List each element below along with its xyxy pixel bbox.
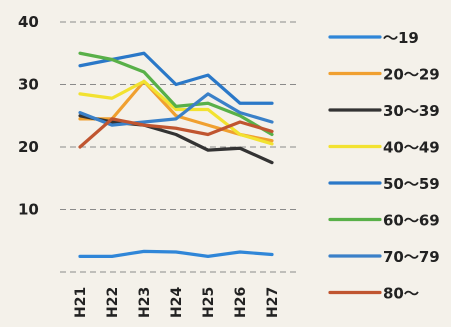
x-tick-label: H22 — [105, 287, 121, 318]
x-tick-label: H26 — [233, 287, 249, 318]
x-tick-label: H24 — [169, 287, 185, 318]
series-line — [78, 117, 274, 149]
legend-label: 80～ — [383, 285, 419, 303]
y-axis-ticks: 10 20 30 40 — [18, 13, 39, 219]
x-tick-label: H25 — [201, 287, 217, 318]
legend-label: 60～69 — [383, 212, 440, 230]
y-tick-label: 30 — [18, 76, 39, 94]
y-tick-label: 40 — [18, 13, 39, 31]
series-line — [78, 92, 274, 127]
gridlines — [60, 21, 300, 273]
x-tick-label: H23 — [137, 287, 153, 318]
legend-label: 20～29 — [383, 66, 440, 84]
series-line — [78, 79, 274, 146]
legend-label: 50～59 — [383, 175, 440, 193]
series-line — [78, 51, 274, 137]
series-line — [78, 51, 274, 105]
x-tick-label: H21 — [73, 287, 89, 318]
legend-label: ～19 — [383, 29, 419, 47]
y-tick-label: 20 — [18, 138, 39, 156]
x-axis-ticks: H21 H22 H23 H24 H25 H26 H27 — [73, 287, 281, 318]
series-line — [78, 114, 274, 165]
legend-label: 70～79 — [383, 248, 440, 266]
y-tick-label: 10 — [18, 201, 39, 219]
series-line — [78, 249, 274, 258]
legend-label: 30～39 — [383, 102, 440, 120]
legend: ～19 20～29 30～39 40～49 50～59 60～69 70～79 80～ — [328, 29, 440, 303]
x-tick-label: H27 — [265, 287, 281, 318]
legend-label: 40～49 — [383, 139, 440, 157]
series-lines — [78, 51, 274, 258]
